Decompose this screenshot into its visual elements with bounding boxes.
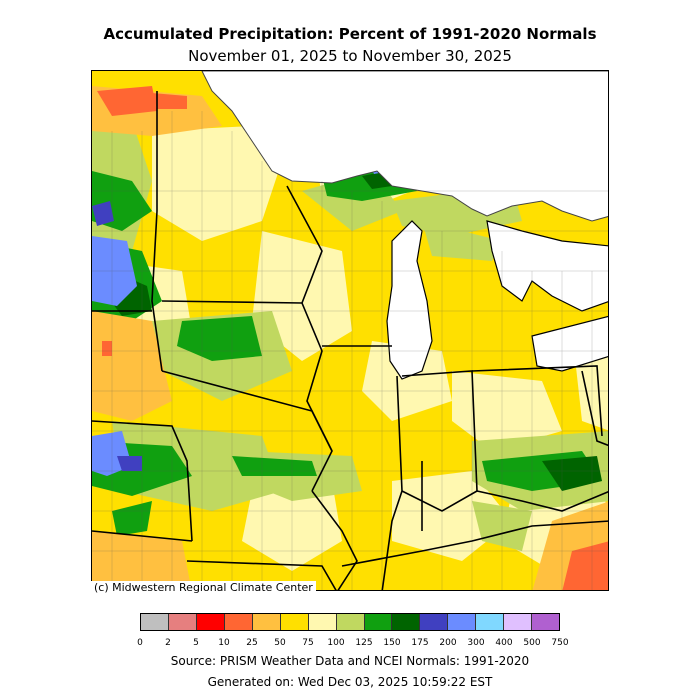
legend-swatch xyxy=(476,614,505,630)
zone-175-200 xyxy=(92,201,142,471)
legend-colorbar xyxy=(140,613,560,631)
legend-swatch xyxy=(308,614,337,630)
precipitation-map xyxy=(91,70,609,591)
legend-tick-label: 25 xyxy=(246,638,258,648)
source-text: Source: PRISM Weather Data and NCEI Norm… xyxy=(170,654,530,668)
legend-swatch xyxy=(504,614,533,630)
lake-michigan xyxy=(386,220,433,380)
legend-swatch xyxy=(336,614,365,630)
legend-swatch xyxy=(280,614,309,630)
legend-swatch xyxy=(141,614,169,630)
county-lines xyxy=(92,111,608,590)
legend-swatch xyxy=(224,614,253,630)
chart-subtitle: November 01, 2025 to November 30, 2025 xyxy=(188,47,512,65)
legend-tick-label: 500 xyxy=(523,638,541,648)
map-credit: (c) Midwestern Regional Climate Center xyxy=(91,581,316,594)
legend-tick-label: 0 xyxy=(137,638,143,648)
zone-10-25 xyxy=(97,86,608,590)
chart-title: Accumulated Precipitation: Percent of 19… xyxy=(103,25,597,43)
legend-tick-label: 200 xyxy=(439,638,457,648)
legend-tick-label: 2 xyxy=(165,638,171,648)
legend-swatch xyxy=(448,614,477,630)
legend-tick-labels: 0 2 5 10 25 50 75 100 125 150 175 200 300 400 500 750 xyxy=(137,638,568,650)
generated-text: Generated on: Wed Dec 03, 2025 10:59:22 … xyxy=(207,675,493,689)
legend-tick-label: 175 xyxy=(411,638,429,648)
legend-swatch xyxy=(252,614,281,630)
legend-swatch xyxy=(168,614,197,630)
legend-tick-label: 150 xyxy=(383,638,401,648)
legend-tick-label: 5 xyxy=(193,638,199,648)
legend-tick-label: 125 xyxy=(355,638,373,648)
legend-tick-label: 300 xyxy=(467,638,485,648)
legend-swatch xyxy=(532,614,560,630)
map-canvas xyxy=(92,71,608,590)
legend-tick-label: 10 xyxy=(218,638,230,648)
legend-tick-label: 75 xyxy=(302,638,314,648)
legend-swatch xyxy=(196,614,225,630)
legend-tick-label: 100 xyxy=(327,638,345,648)
lake-erie xyxy=(531,315,608,372)
state-borders xyxy=(92,91,608,590)
legend-swatch xyxy=(392,614,421,630)
lake-huron xyxy=(486,220,608,312)
legend-tick-label: 750 xyxy=(551,638,569,648)
legend-tick-label: 50 xyxy=(274,638,286,648)
legend-swatch xyxy=(364,614,393,630)
legend-tick-label: 400 xyxy=(495,638,513,648)
legend-swatch xyxy=(420,614,449,630)
